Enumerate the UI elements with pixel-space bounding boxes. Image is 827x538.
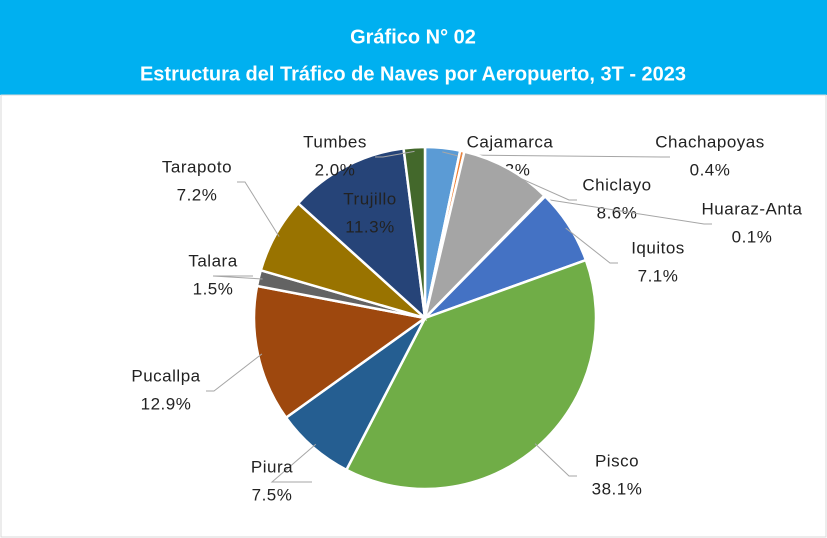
chart-title: Gráfico N° 02 [350,26,476,48]
category-label: Piura [251,457,293,476]
value-label: 11.3% [345,217,394,236]
leader-line [565,227,618,264]
category-label: Trujillo [343,189,396,208]
chart-subtitle: Estructura del Tráfico de Naves por Aero… [140,63,686,85]
leader-line [375,150,415,158]
leader-line [534,443,577,477]
pie-slice [252,284,429,420]
value-label: 12.9% [141,394,192,413]
leader-line [541,198,712,225]
leader-line [212,275,263,280]
leader-line [461,154,670,158]
value-label: 7.1% [638,266,679,285]
category-label: Cajamarca [467,132,554,151]
value-label: 8.6% [597,203,638,222]
value-label: 38.1% [592,479,643,498]
value-label: 7.5% [252,485,293,504]
pie-slice [422,150,547,323]
pie-slice [296,146,427,322]
category-label: Chachapoyas [655,132,764,151]
category-label: Pucallpa [131,366,200,385]
category-label: Tarapoto [162,157,232,176]
category-label: Talara [188,251,237,270]
value-label: 1.5% [193,279,234,298]
pie-slice [402,145,427,319]
category-label: Chiclayo [582,175,651,194]
category-label: Huaraz-Anta [702,199,803,218]
leader-line [206,353,263,392]
value-label: 0.4% [690,160,731,179]
leader-line [270,443,317,483]
value-label: 0.1% [732,227,773,246]
header-band [0,0,827,95]
category-label: Iquitos [631,238,685,257]
category-label: Tumbes [303,132,367,151]
leader-line [237,181,280,237]
value-label: 2.0% [315,160,356,179]
category-label: Pisco [595,451,639,470]
value-label: 7.2% [177,185,218,204]
leader-line [505,171,577,201]
